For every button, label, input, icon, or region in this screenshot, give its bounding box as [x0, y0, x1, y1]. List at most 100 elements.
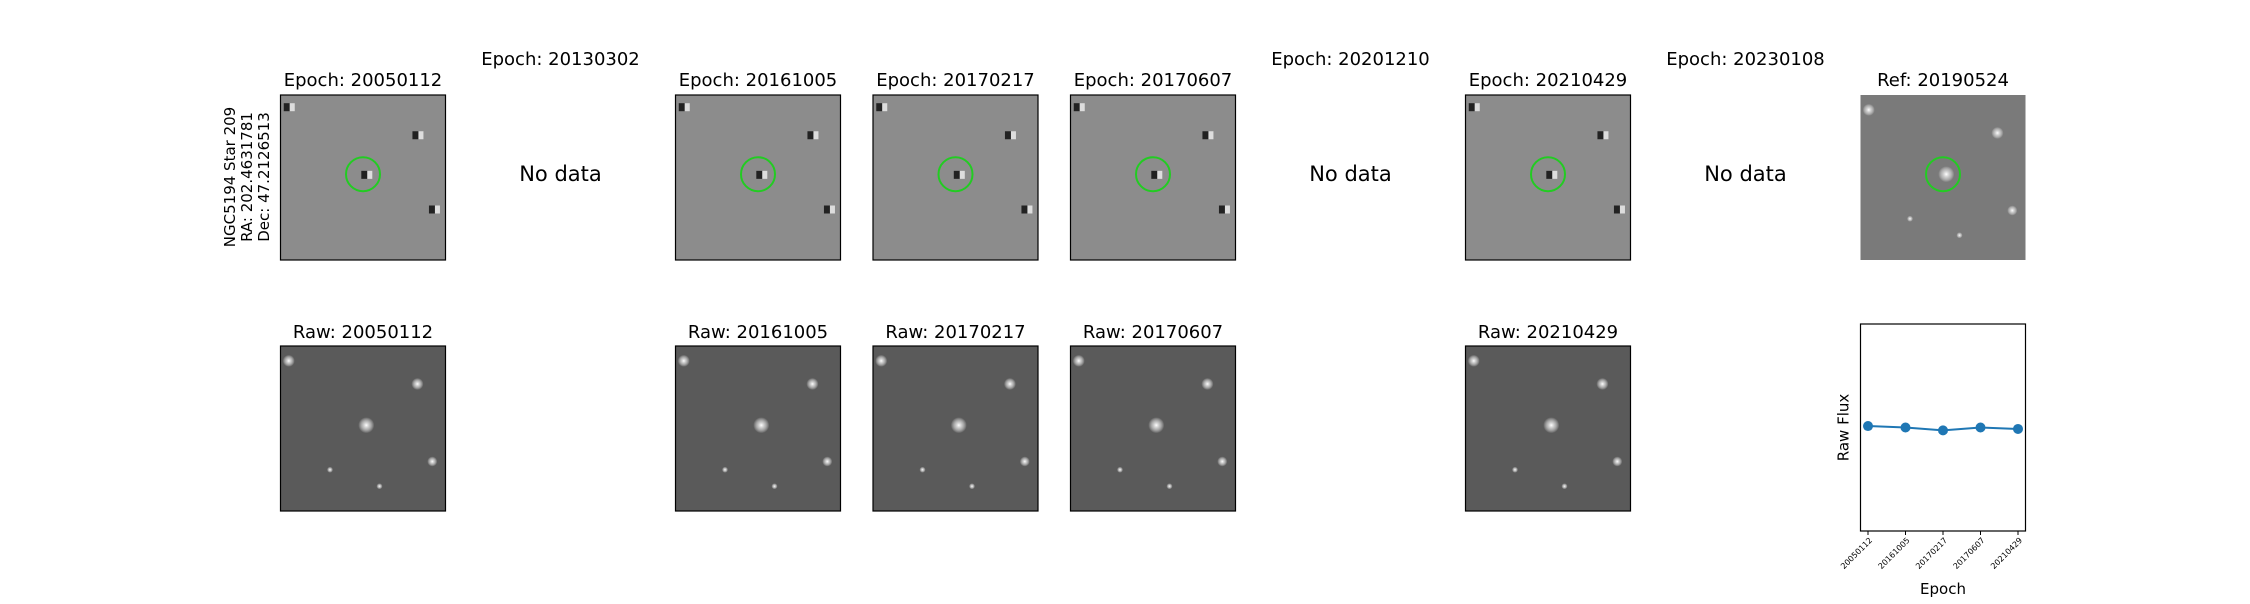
star — [1019, 456, 1030, 467]
star — [1072, 354, 1085, 367]
panel-title: Epoch: 20050112 — [284, 70, 443, 91]
row-label-line: NGC5194 Star 209 — [221, 107, 239, 247]
star — [822, 456, 833, 467]
star — [427, 456, 438, 467]
star — [2007, 205, 2018, 216]
residual — [953, 170, 960, 179]
raw-title: Raw: 20170217 — [885, 322, 1025, 343]
residual — [1619, 205, 1625, 214]
star — [806, 377, 819, 390]
no-data: No data — [519, 162, 602, 186]
residual — [1597, 131, 1604, 140]
star — [919, 466, 926, 473]
star — [1991, 126, 2004, 139]
residual — [289, 103, 295, 112]
raw-title: Raw: 20210429 — [1478, 322, 1618, 343]
star — [771, 483, 778, 490]
flux-point — [1900, 422, 1911, 433]
star — [722, 466, 728, 473]
flux-point — [1975, 422, 1986, 433]
residual — [684, 103, 690, 112]
aperture — [1135, 156, 1171, 193]
residual — [1004, 131, 1011, 140]
star — [1862, 103, 1875, 116]
star — [1148, 417, 1165, 434]
residual — [1546, 170, 1553, 179]
star — [1467, 354, 1480, 367]
star — [1612, 456, 1623, 467]
row-label-line: Dec: 47.2126513 — [255, 112, 273, 242]
residual — [1224, 205, 1230, 214]
row-label-line: RA: 202.4631781 — [238, 112, 256, 242]
residual — [823, 205, 830, 214]
star — [1217, 456, 1228, 467]
residual — [1474, 103, 1480, 112]
star — [358, 417, 375, 434]
x-tick-label: 20170217 — [1914, 536, 1949, 571]
residual — [1151, 170, 1158, 179]
residual — [1208, 131, 1214, 140]
raw-title: Raw: 20161005 — [688, 322, 828, 343]
panel-title: Epoch: 20130302 — [481, 49, 640, 70]
star — [376, 483, 383, 490]
residual — [756, 170, 763, 179]
residual — [283, 103, 290, 112]
x-tick-label: 20170607 — [1952, 536, 1987, 571]
panel-title: Epoch: 20170607 — [1074, 70, 1233, 91]
x-tick-label: 20050112 — [1839, 536, 1874, 571]
y-axis-label: Raw Flux — [1835, 394, 1853, 462]
panel-title: Epoch: 20230108 — [1666, 49, 1825, 70]
residual — [361, 170, 368, 179]
panel-title: Epoch: 20161005 — [679, 70, 838, 91]
star — [327, 466, 333, 473]
residual — [882, 103, 888, 112]
residual — [1613, 205, 1620, 214]
aperture — [740, 156, 776, 193]
residual — [434, 205, 440, 214]
residual — [1202, 131, 1209, 140]
aperture — [345, 156, 381, 193]
residual — [678, 103, 685, 112]
panel-title: Epoch: 20170217 — [876, 70, 1035, 91]
residual — [1552, 170, 1558, 179]
star — [1201, 377, 1214, 390]
star — [753, 417, 770, 434]
residual — [418, 131, 424, 140]
residual — [1021, 205, 1028, 214]
star — [1512, 466, 1518, 473]
residual — [807, 131, 814, 140]
star — [969, 483, 975, 490]
row-label: NGC5194 Star 209 RA: 202.4631781 Dec: 47… — [221, 107, 273, 247]
residual — [762, 170, 768, 179]
flux-point — [2013, 423, 2023, 434]
residual — [1157, 170, 1163, 179]
residual — [1603, 131, 1609, 140]
residual — [959, 170, 965, 179]
x-tick-label: 20161005 — [1877, 536, 1912, 571]
aperture — [937, 156, 974, 193]
flux-point — [1863, 421, 1873, 432]
flux-point — [1938, 425, 1948, 436]
residual — [1073, 103, 1080, 112]
x-tick-label: 20210429 — [1989, 536, 2024, 571]
star — [1166, 483, 1173, 490]
raw-title: Raw: 20170607 — [1083, 322, 1223, 343]
residual — [1468, 103, 1475, 112]
x-axis-label: Epoch — [1920, 580, 1966, 598]
star — [1938, 166, 1955, 183]
residual — [813, 131, 819, 140]
star — [411, 377, 424, 390]
no-data: No data — [1704, 162, 1787, 186]
residual — [1010, 131, 1016, 140]
residual — [829, 205, 835, 214]
residual — [1218, 205, 1225, 214]
raw-title: Raw: 20050112 — [293, 322, 433, 343]
star — [950, 417, 967, 434]
star — [1003, 377, 1016, 390]
residual — [428, 205, 435, 214]
panel-title: Epoch: 20201210 — [1271, 49, 1430, 70]
aperture — [1925, 156, 1961, 193]
aperture — [1530, 156, 1566, 193]
residual — [876, 103, 883, 112]
